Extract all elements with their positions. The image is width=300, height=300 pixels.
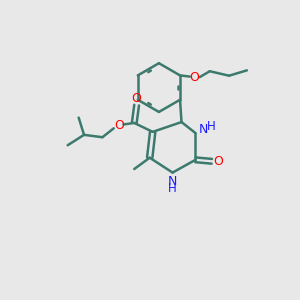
Text: O: O <box>213 155 223 168</box>
Text: O: O <box>189 71 199 84</box>
Text: N: N <box>167 175 177 188</box>
Text: O: O <box>132 92 142 105</box>
Text: N: N <box>199 123 208 136</box>
Text: H: H <box>207 120 215 133</box>
Text: H: H <box>168 182 176 195</box>
Text: O: O <box>114 119 124 132</box>
